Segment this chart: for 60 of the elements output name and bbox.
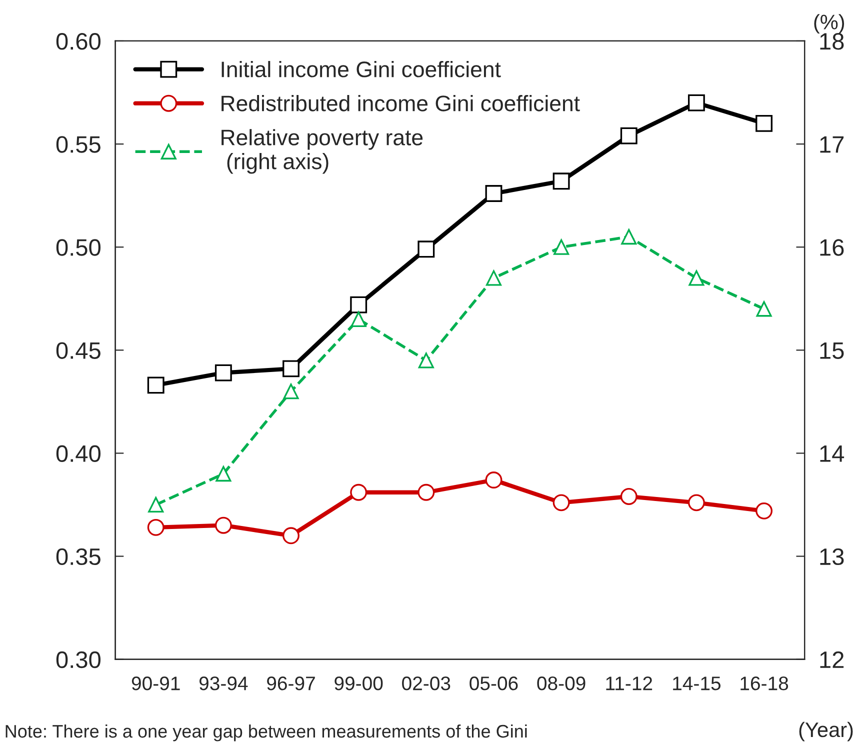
y2-tick-label: 17 bbox=[820, 136, 844, 153]
point bbox=[620, 127, 638, 144]
y-tick-label: 0.30 bbox=[56, 651, 101, 668]
text: Note: There is a one year gap between measurements of the Gini bbox=[6, 724, 527, 742]
y-tick-label: 0.50 bbox=[56, 239, 101, 256]
x-tick-label: 90-91 bbox=[132, 676, 180, 690]
x-tick-label: 05-06 bbox=[470, 676, 518, 690]
point bbox=[147, 376, 164, 394]
point bbox=[418, 352, 434, 368]
point bbox=[552, 172, 570, 190]
point bbox=[214, 516, 232, 534]
point bbox=[688, 94, 705, 112]
y-tick-label: 0.40 bbox=[56, 445, 101, 462]
point bbox=[216, 466, 232, 482]
y2-tick-label: 16 bbox=[820, 239, 844, 256]
point bbox=[756, 301, 772, 317]
point bbox=[621, 229, 637, 245]
point bbox=[688, 494, 705, 512]
legend-label: Initial income Gini coefficient bbox=[222, 60, 501, 78]
point bbox=[418, 484, 435, 501]
point bbox=[350, 484, 368, 501]
x-axis-title: (Year) bbox=[799, 722, 853, 742]
x-tick-label: 14-15 bbox=[673, 676, 721, 690]
point bbox=[485, 185, 502, 202]
point bbox=[620, 488, 638, 505]
y2-tick-label: 18 bbox=[820, 33, 844, 50]
legend-label: Redistributed income Gini coefficient bbox=[222, 95, 580, 112]
point bbox=[756, 114, 773, 132]
point bbox=[688, 270, 704, 286]
point bbox=[486, 270, 502, 286]
point bbox=[283, 384, 299, 400]
point bbox=[554, 239, 570, 255]
y2-tick-label: 15 bbox=[820, 342, 844, 359]
y2-tick-label: 13 bbox=[820, 548, 844, 566]
point bbox=[485, 472, 502, 488]
y2-tick-label: 12 bbox=[820, 651, 844, 668]
x-tick-label: 16-18 bbox=[740, 676, 788, 690]
y-tick-label: 0.55 bbox=[56, 136, 100, 153]
x-tick-label: 11-12 bbox=[606, 676, 652, 690]
point bbox=[350, 296, 368, 314]
point bbox=[418, 240, 435, 258]
point bbox=[756, 502, 773, 520]
y2-tick-label: 14 bbox=[820, 446, 844, 462]
point bbox=[147, 518, 164, 536]
point bbox=[148, 496, 164, 513]
x-tick-label: 93-94 bbox=[199, 676, 248, 690]
y-tick-label: 0.45 bbox=[56, 342, 100, 359]
x-tick-label: 08-09 bbox=[537, 676, 586, 690]
point bbox=[282, 360, 300, 378]
y-tick-label: 0.35 bbox=[56, 548, 100, 566]
x-tick-label: 02-03 bbox=[402, 676, 450, 690]
x-tick-label: 96-97 bbox=[267, 676, 315, 690]
point bbox=[350, 311, 366, 328]
point bbox=[552, 494, 570, 512]
x-tick-label: 99-00 bbox=[334, 676, 383, 690]
legend-label: Relative poverty rate (right axis) bbox=[222, 129, 423, 174]
y2-axis-title: (%) bbox=[814, 14, 844, 34]
point bbox=[214, 364, 232, 382]
point bbox=[282, 527, 300, 544]
y-tick-label: 0.60 bbox=[56, 33, 101, 50]
